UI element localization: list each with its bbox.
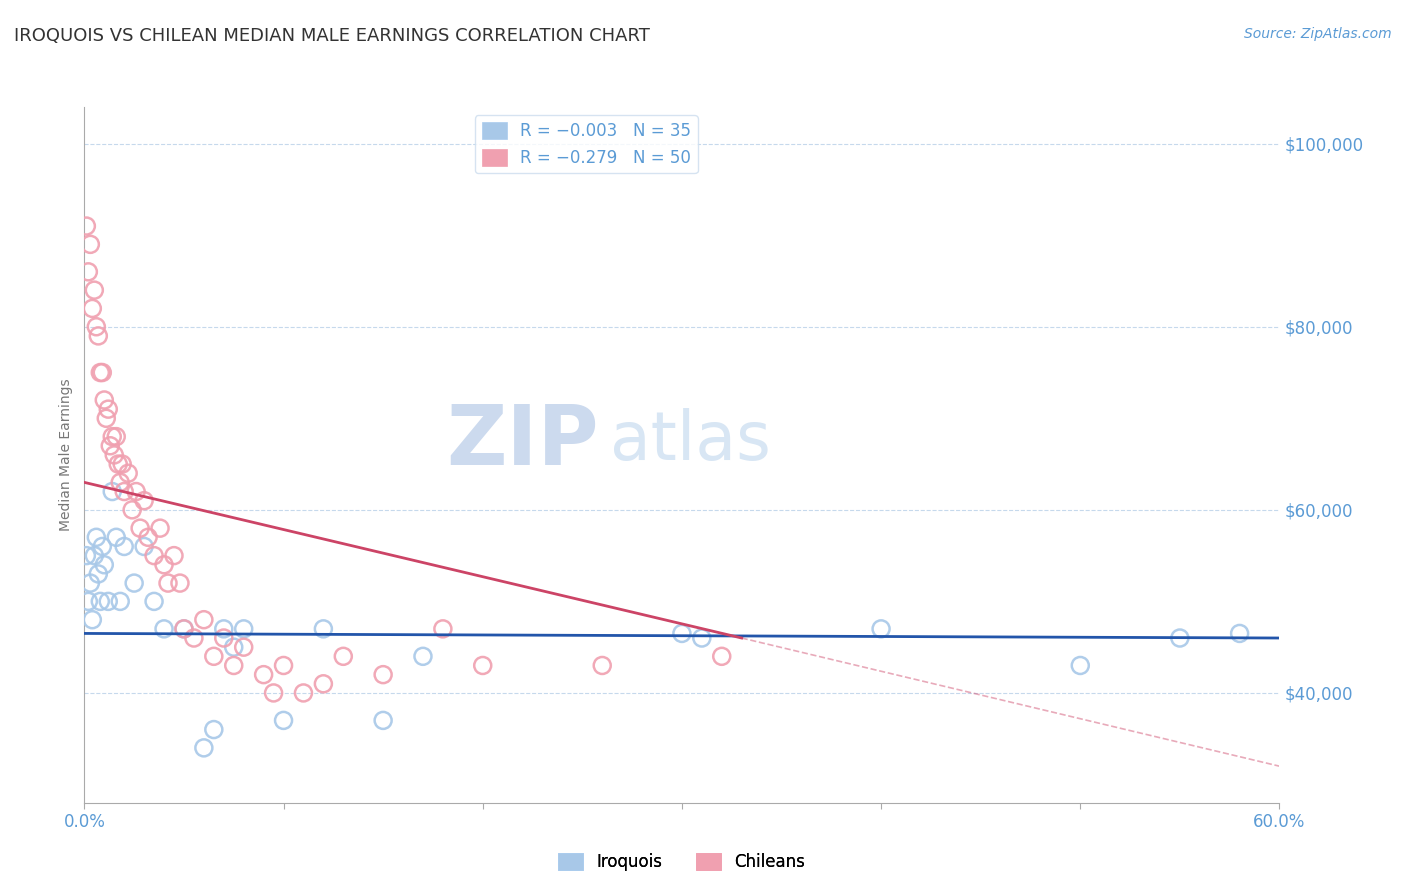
Point (153, 558, 176, 572)
Point (149, 521, 172, 535)
Point (1069, 658, 1091, 673)
Point (163, 549, 186, 563)
Point (143, 549, 166, 563)
Point (253, 667, 276, 681)
Point (173, 622, 195, 636)
Point (232, 622, 254, 636)
Point (83, 283, 105, 297)
Point (173, 622, 195, 636)
Point (671, 626, 693, 640)
Point (222, 640, 245, 655)
Point (96, 411, 118, 425)
Point (129, 521, 152, 535)
Point (193, 740, 215, 755)
Point (87, 566, 110, 581)
Point (157, 576, 180, 591)
Point (103, 448, 125, 462)
Point (112, 540, 135, 554)
Point (183, 631, 205, 645)
Text: Source: ZipAtlas.com: Source: ZipAtlas.com (1244, 27, 1392, 41)
Point (79, 237, 101, 252)
Point (1229, 626, 1251, 640)
Point (273, 714, 295, 728)
Point (77, 265, 100, 279)
Point (312, 677, 335, 691)
Point (371, 667, 394, 681)
Point (82, 301, 104, 316)
Point (143, 594, 166, 608)
Point (312, 622, 335, 636)
Point (1168, 631, 1191, 645)
Point (79, 576, 101, 591)
Point (202, 649, 225, 664)
Point (117, 467, 139, 481)
Point (710, 649, 733, 664)
Point (86, 530, 108, 544)
Point (105, 429, 128, 443)
Legend: Iroquois, Chileans: Iroquois, Chileans (551, 847, 813, 878)
Point (86, 319, 108, 334)
Point (132, 493, 156, 508)
Point (432, 622, 454, 636)
Point (111, 457, 134, 471)
Point (91, 366, 114, 380)
Point (371, 714, 394, 728)
Point (202, 723, 225, 737)
Point (89, 366, 111, 380)
Point (125, 484, 148, 499)
Point (97, 594, 120, 608)
Point (169, 576, 191, 591)
Text: IROQUOIS VS CHILEAN MEDIAN MALE EARNINGS CORRELATION CHART: IROQUOIS VS CHILEAN MEDIAN MALE EARNINGS… (14, 27, 650, 45)
Point (75, 549, 97, 563)
Point (87, 329, 110, 343)
Point (83, 549, 105, 563)
Point (232, 640, 254, 655)
Point (91, 540, 114, 554)
Point (591, 658, 613, 673)
Point (77, 594, 100, 608)
Point (121, 503, 143, 517)
Point (98, 439, 121, 453)
Point (471, 658, 494, 673)
Point (93, 392, 115, 407)
Point (101, 484, 124, 499)
Point (75, 219, 97, 233)
Point (690, 631, 713, 645)
Text: atlas: atlas (610, 408, 770, 474)
Point (193, 613, 215, 627)
Point (82, 613, 104, 627)
Point (412, 649, 434, 664)
Point (89, 594, 111, 608)
Point (273, 658, 295, 673)
Point (132, 540, 156, 554)
Point (212, 622, 235, 636)
Point (122, 576, 145, 591)
Point (93, 558, 115, 572)
Point (332, 649, 354, 664)
Point (101, 429, 124, 443)
Point (222, 658, 245, 673)
Point (105, 530, 128, 544)
Point (153, 622, 176, 636)
Point (112, 484, 135, 499)
Point (107, 457, 129, 471)
Point (212, 631, 235, 645)
Point (263, 686, 285, 700)
Point (136, 530, 159, 544)
Point (110, 594, 132, 608)
Point (110, 475, 132, 490)
Point (870, 622, 893, 636)
Y-axis label: Median Male Earnings: Median Male Earnings (59, 378, 73, 532)
Point (292, 686, 315, 700)
Text: ZIP: ZIP (446, 401, 599, 482)
Point (97, 402, 120, 417)
